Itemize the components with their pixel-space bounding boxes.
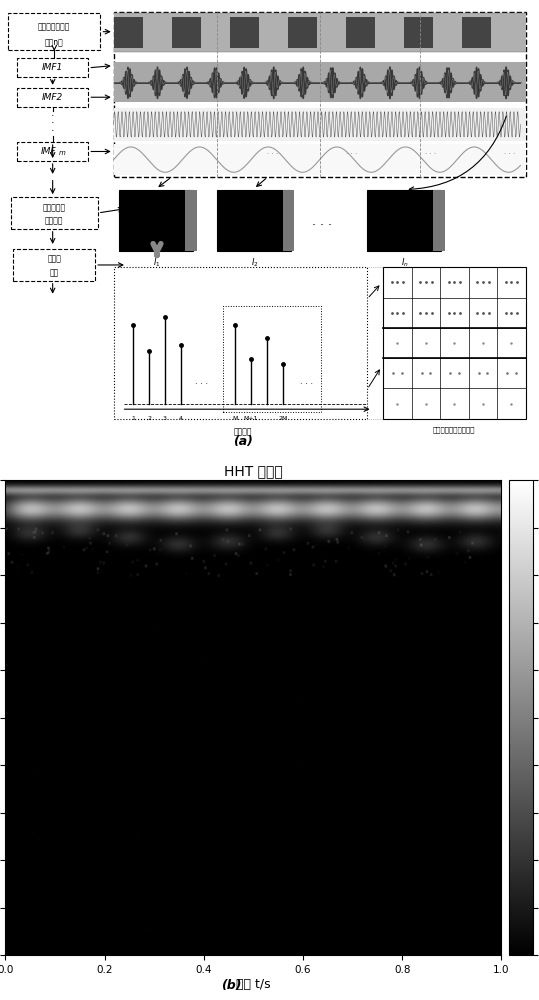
Bar <box>223 306 321 412</box>
Text: IMF: IMF <box>40 147 56 156</box>
Text: $I_n$: $I_n$ <box>402 256 409 269</box>
Bar <box>114 62 526 102</box>
Bar <box>201 17 230 48</box>
Text: 时域信号: 时域信号 <box>234 427 252 436</box>
Bar <box>114 108 526 141</box>
Bar <box>462 17 492 48</box>
Bar <box>383 267 526 419</box>
Text: . . .: . . . <box>195 377 209 386</box>
Bar <box>119 190 193 251</box>
Bar <box>288 17 317 48</box>
Bar <box>367 190 441 251</box>
Bar <box>283 190 294 251</box>
Text: IMF1: IMF1 <box>42 63 63 72</box>
Bar <box>114 144 526 175</box>
Text: . . .: . . . <box>300 377 313 386</box>
Bar <box>11 197 98 229</box>
Text: M+1: M+1 <box>244 416 258 421</box>
Text: 分成n段: 分成n段 <box>45 38 64 47</box>
Text: ·: · <box>51 111 54 121</box>
Bar <box>114 12 526 177</box>
Text: $I_1$: $I_1$ <box>153 256 161 269</box>
Text: 输出側电压信号: 输出側电压信号 <box>38 22 71 31</box>
Text: . . .: . . . <box>266 149 278 155</box>
Bar <box>259 17 288 48</box>
Title: HHT 时频图: HHT 时频图 <box>224 464 283 478</box>
Bar <box>17 58 88 77</box>
Text: . . .: . . . <box>345 149 357 155</box>
Text: M: M <box>232 416 238 421</box>
Text: . . .: . . . <box>312 215 333 228</box>
Text: 希尔伯特时: 希尔伯特时 <box>43 203 66 212</box>
Bar <box>114 267 367 419</box>
Bar <box>346 17 375 48</box>
Bar <box>217 190 291 251</box>
Text: (a): (a) <box>233 435 253 448</box>
Bar <box>433 190 445 251</box>
Text: 信号转: 信号转 <box>47 255 61 264</box>
Text: 3: 3 <box>163 416 167 421</box>
Text: 2M: 2M <box>278 416 287 421</box>
Text: m: m <box>58 150 65 156</box>
Text: $I_2$: $I_2$ <box>251 256 259 269</box>
Text: IMF2: IMF2 <box>42 93 63 102</box>
Bar <box>375 17 404 48</box>
Text: 图像: 图像 <box>50 268 59 277</box>
Text: . . .: . . . <box>504 149 515 155</box>
X-axis label: 时间 t/s: 时间 t/s <box>236 978 271 991</box>
Text: . . .: . . . <box>425 149 436 155</box>
Bar <box>114 17 143 48</box>
Text: 2: 2 <box>147 416 151 421</box>
Bar <box>17 142 88 161</box>
Text: 4: 4 <box>179 416 183 421</box>
Text: 1: 1 <box>132 416 135 421</box>
Text: 频谱分析: 频谱分析 <box>45 217 64 226</box>
Bar <box>492 17 521 48</box>
Bar <box>433 17 462 48</box>
Text: ·: · <box>51 118 54 128</box>
Bar <box>114 13 526 52</box>
Text: ·: · <box>51 126 54 136</box>
Bar <box>143 17 172 48</box>
Bar <box>8 13 100 50</box>
Bar <box>13 249 95 281</box>
Bar <box>185 190 197 251</box>
Text: (b): (b) <box>222 979 242 992</box>
Bar <box>404 17 433 48</box>
Bar <box>317 17 346 48</box>
Bar <box>17 88 88 107</box>
Bar <box>230 17 259 48</box>
Text: 希尔伯特黄变换时频图: 希尔伯特黄变换时频图 <box>433 427 475 433</box>
Bar <box>172 17 201 48</box>
